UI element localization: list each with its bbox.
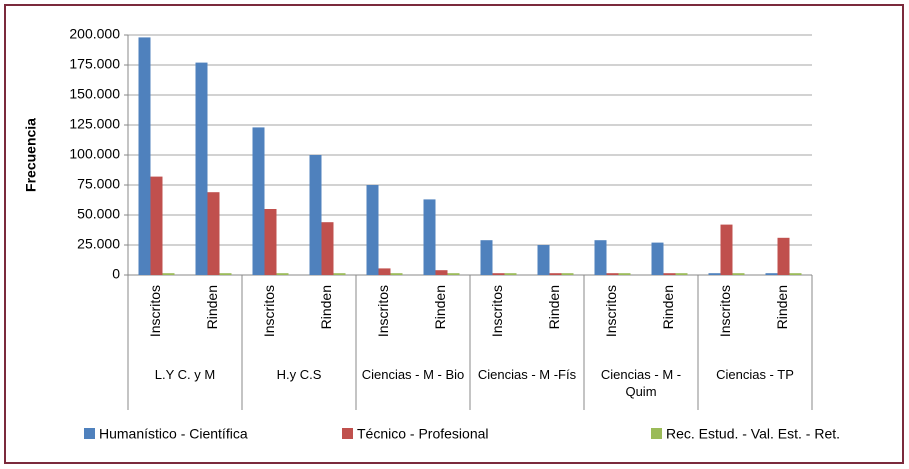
group-label: H.y C.S <box>276 367 322 382</box>
x-tick-label: Inscritos <box>147 285 163 337</box>
legend-label: Rec. Estud. - Val. Est. - Ret. <box>666 426 840 442</box>
bar <box>606 273 619 275</box>
bar <box>252 127 265 276</box>
bar <box>618 273 631 275</box>
legend-label: Humanístico - Científica <box>99 426 248 442</box>
legend-swatch <box>651 428 662 439</box>
x-tick-label: Rinden <box>774 285 790 329</box>
bar <box>708 273 721 275</box>
bar <box>537 245 550 275</box>
x-tick-label: Rinden <box>432 285 448 329</box>
bar <box>333 273 346 275</box>
bar <box>309 155 322 275</box>
y-tick-label: 50.000 <box>77 206 120 222</box>
y-tick-label: 175.000 <box>69 56 120 72</box>
bar <box>207 192 220 275</box>
y-tick-label: 150.000 <box>69 86 120 102</box>
y-tick-label: 200.000 <box>69 26 120 42</box>
group-label: Ciencias - M -Fís <box>477 367 577 382</box>
bar <box>435 270 448 275</box>
bar <box>732 273 745 275</box>
bar <box>162 273 175 275</box>
bar <box>549 273 562 275</box>
bar <box>789 273 802 275</box>
bar <box>366 185 379 275</box>
bar <box>276 273 289 275</box>
x-tick-label: Inscritos <box>603 285 619 337</box>
y-axis-label: Frecuencia <box>23 118 39 192</box>
bar <box>195 62 208 275</box>
chart-border <box>4 4 904 464</box>
bar <box>594 240 607 275</box>
bar <box>390 273 403 275</box>
x-tick-label: Rinden <box>660 285 676 329</box>
bar <box>504 273 517 275</box>
bar <box>777 237 790 275</box>
legend-label: Técnico - Profesional <box>357 426 489 442</box>
legend-swatch <box>84 428 95 439</box>
bar <box>150 176 163 275</box>
bar <box>321 222 334 275</box>
y-tick-label: 100.000 <box>69 146 120 162</box>
bar <box>675 273 688 275</box>
group-label: Ciencias - TP <box>716 367 794 382</box>
y-tick-label: 0 <box>112 266 120 282</box>
y-tick-label: 75.000 <box>77 176 120 192</box>
y-tick-label: 125.000 <box>69 116 120 132</box>
bar <box>651 242 664 275</box>
bar <box>423 199 436 275</box>
bar <box>720 224 733 275</box>
bar <box>480 240 493 275</box>
legend-swatch <box>342 428 353 439</box>
x-tick-label: Inscritos <box>261 285 277 337</box>
bar <box>561 273 574 275</box>
group-label: Ciencias - M - Bio <box>361 367 465 382</box>
x-tick-label: Inscritos <box>489 285 505 337</box>
x-tick-label: Inscritos <box>717 285 733 337</box>
bar <box>447 273 460 275</box>
bar <box>264 209 277 275</box>
group-label: Ciencias - M - Quim <box>600 367 682 399</box>
bar <box>492 273 505 275</box>
bar <box>663 273 676 275</box>
x-tick-label: Rinden <box>204 285 220 329</box>
x-tick-label: Inscritos <box>375 285 391 337</box>
y-tick-label: 25.000 <box>77 236 120 252</box>
bar <box>138 37 151 276</box>
group-label: L.Y C. y M <box>154 367 216 382</box>
x-tick-label: Rinden <box>318 285 334 329</box>
bar <box>219 273 232 275</box>
x-tick-label: Rinden <box>546 285 562 329</box>
bar <box>378 268 391 275</box>
bar <box>765 273 778 275</box>
